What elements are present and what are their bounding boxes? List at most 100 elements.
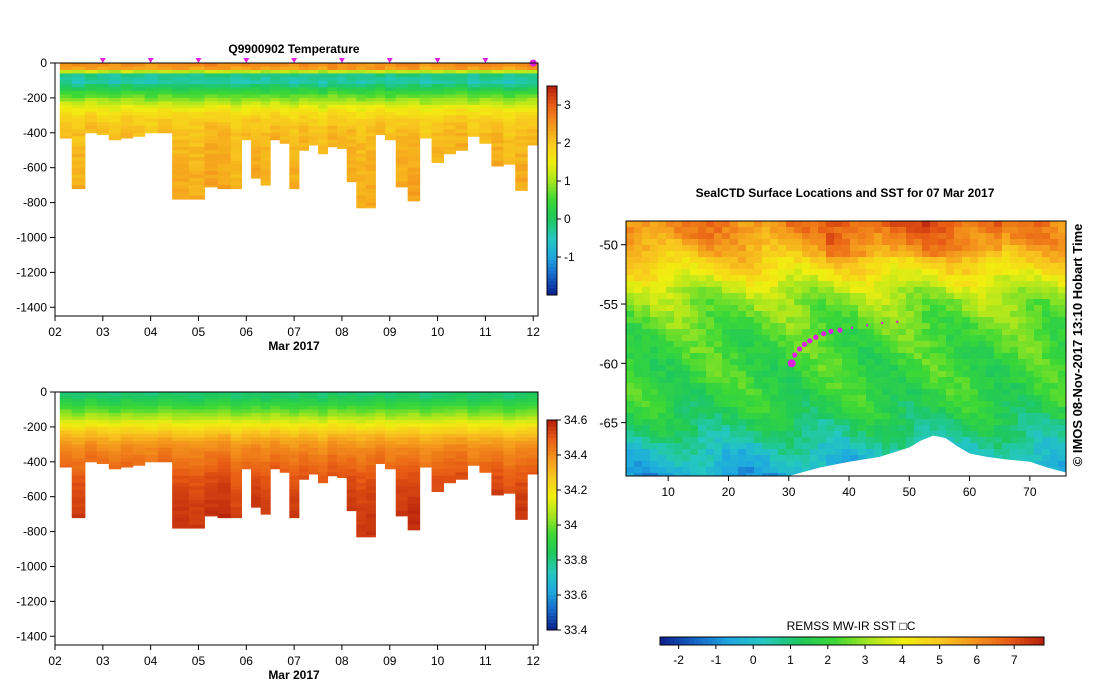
sst-cell: [1026, 389, 1035, 396]
sst-cell: [1026, 419, 1035, 426]
heatmap-cell: [230, 164, 243, 169]
sst-cell: [986, 221, 995, 228]
sst-cell: [818, 269, 827, 276]
sst-cell: [778, 299, 787, 306]
heatmap-cell: [217, 409, 232, 414]
heatmap-cell: [346, 132, 357, 137]
sst-cell: [826, 239, 835, 246]
sst-cell: [690, 413, 699, 420]
heatmap-cell: [270, 412, 281, 417]
heatmap-cell: [71, 111, 86, 116]
heatmap-cell: [172, 97, 190, 102]
heatmap-cell: [455, 392, 468, 396]
colorbar-swatch: [547, 117, 557, 122]
sst-cell: [1010, 269, 1019, 276]
sst-cell: [890, 323, 899, 330]
heatmap-cell: [419, 454, 433, 459]
heatmap-cell: [270, 451, 281, 456]
heatmap-cell: [503, 426, 516, 431]
heatmap-cell: [419, 433, 433, 438]
heatmap-cell: [144, 83, 159, 88]
heatmap-cell: [479, 398, 492, 403]
sst-cell: [642, 287, 651, 294]
sst-cell: [898, 239, 907, 246]
sst-cell: [962, 239, 971, 246]
heatmap-cell: [172, 132, 190, 137]
heatmap-cell: [298, 132, 309, 137]
sst-cell: [978, 233, 987, 240]
sst-cell: [658, 365, 667, 372]
sst-cell: [890, 407, 899, 414]
heatmap-cell: [308, 454, 319, 459]
sst-cell: [1026, 245, 1035, 252]
heatmap-cell: [365, 150, 376, 155]
heatmap-cell: [96, 444, 110, 449]
sst-cell: [762, 239, 771, 246]
sst-cell: [986, 323, 995, 330]
sst-cell: [1010, 455, 1019, 462]
sst-cell: [1042, 389, 1051, 396]
sst-cell: [858, 341, 867, 348]
heatmap-cell: [84, 430, 98, 435]
salinity-y-axis: 0-200-400-600-800-1000-1200-1400: [16, 385, 55, 643]
heatmap-cell: [431, 392, 445, 396]
heatmap-cell: [491, 80, 504, 85]
heatmap-cell: [120, 430, 134, 435]
sst-cell: [746, 389, 755, 396]
heatmap-cell: [443, 398, 457, 403]
sst-cell: [746, 287, 755, 294]
heatmap-cell: [132, 440, 146, 445]
heatmap-cell: [204, 164, 219, 169]
x-tick-label: 03: [96, 325, 110, 339]
sst-cell: [962, 413, 971, 420]
sst-cell: [786, 353, 795, 360]
heatmap-cell: [337, 76, 348, 81]
sst-cell: [994, 263, 1003, 270]
heatmap-cell: [365, 496, 376, 501]
sst-cell: [1034, 431, 1043, 438]
heatmap-cell: [365, 500, 376, 505]
heatmap-cell: [251, 111, 262, 116]
colorbar-swatch: [547, 291, 557, 296]
heatmap-cell: [132, 87, 146, 92]
heatmap-cell: [479, 451, 492, 456]
heatmap-cell: [289, 461, 300, 466]
sst-cell: [786, 347, 795, 354]
sst-cell: [674, 305, 683, 312]
sst-cell: [698, 407, 707, 414]
heatmap-cell: [144, 395, 159, 400]
heatmap-cell: [527, 115, 538, 120]
sst-cell: [762, 365, 771, 372]
sst-cell: [938, 347, 947, 354]
heatmap-cell: [515, 405, 528, 410]
sst-cell: [994, 281, 1003, 288]
heatmap-cell: [395, 507, 409, 512]
heatmap-cell: [289, 125, 300, 130]
sst-cell: [954, 371, 963, 378]
heatmap-cell: [308, 104, 319, 109]
sst-cell: [850, 347, 859, 354]
sst-cell: [914, 359, 923, 366]
heatmap-cell: [71, 97, 86, 102]
sst-cell: [738, 437, 747, 444]
heatmap-cell: [230, 108, 243, 113]
sst-cell: [802, 227, 811, 234]
sst-cell: [1002, 365, 1011, 372]
sst-cell: [778, 395, 787, 402]
heatmap-cell: [431, 97, 445, 102]
sst-cell: [882, 233, 891, 240]
heatmap-cell: [407, 132, 421, 137]
heatmap-cell: [144, 115, 159, 120]
colorbar-swatch: [547, 120, 557, 125]
heatmap-cell: [407, 129, 421, 134]
heatmap-cell: [172, 192, 190, 197]
heatmap-cell: [327, 423, 338, 428]
heatmap-cell: [217, 395, 232, 400]
heatmap-cell: [337, 468, 348, 473]
sst-cell: [922, 257, 931, 264]
sst-cell: [866, 419, 875, 426]
sst-cell: [634, 455, 643, 462]
sst-cell: [1042, 227, 1051, 234]
heatmap-cell: [431, 430, 445, 435]
sst-cell: [698, 443, 707, 450]
